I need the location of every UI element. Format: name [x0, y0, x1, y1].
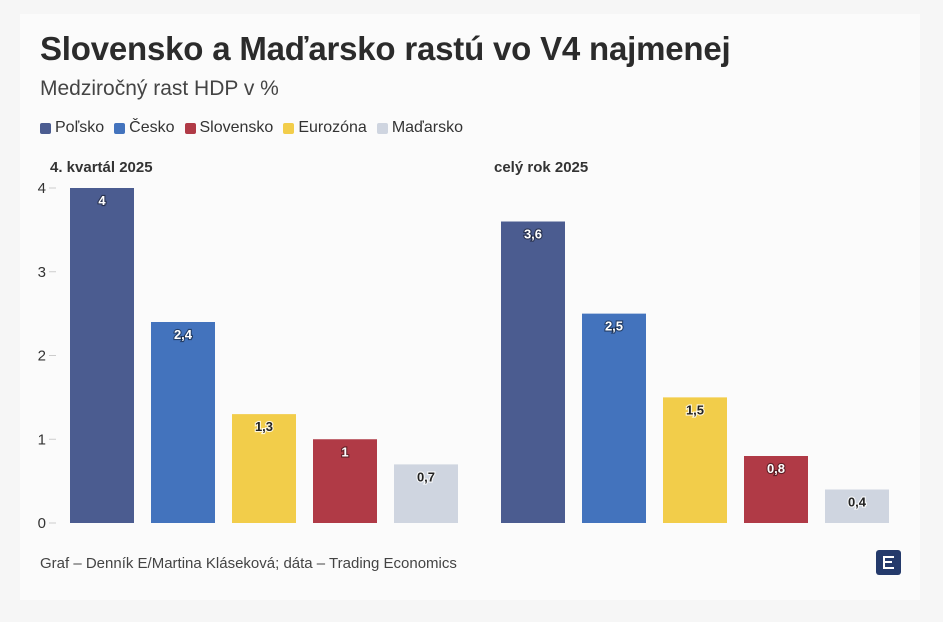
bar-value-label: 1: [341, 444, 348, 459]
bar-value-label: 0,8: [767, 461, 785, 476]
legend-item-polsko[interactable]: Poľsko: [40, 119, 104, 137]
legend-swatch: [40, 122, 51, 134]
panel-title-year: celý rok 2025: [494, 159, 589, 176]
legend-swatch: [114, 122, 126, 134]
y-tick-label: 0: [38, 515, 46, 532]
legend-label: Maďarsko: [391, 119, 464, 136]
bar-value-label: 2,5: [605, 319, 623, 334]
bar-value-label: 1,5: [686, 402, 704, 417]
y-tick-label: 3: [38, 264, 46, 281]
bar-poľsko: [70, 188, 134, 523]
legend-item-eurozona[interactable]: Eurozóna: [283, 119, 367, 137]
legend-swatch: [376, 122, 388, 134]
legend-label: Poľsko: [55, 119, 105, 136]
bar-česko: [151, 322, 215, 523]
source-note: Graf – Denník E/Martina Kláseková; dáta …: [40, 555, 457, 572]
legend-label: Slovensko: [199, 119, 274, 136]
legend-item-madarsko[interactable]: Maďarsko: [376, 119, 464, 137]
bar-value-label: 0,4: [848, 495, 867, 510]
bar-value-label: 4: [98, 193, 106, 208]
legend-swatch: [184, 122, 196, 134]
bar-value-label: 3,6: [524, 227, 542, 242]
legend-item-slovensko[interactable]: Slovensko: [184, 119, 274, 137]
chart-title: Slovensko a Maďarsko rastú vo V4 najmene…: [40, 30, 731, 67]
bar-eurozóna: [663, 397, 727, 523]
y-tick-label: 2: [38, 348, 46, 365]
bar-chart-plot: 0 1 2 3 4 4 2,4 1,3 1 0,7 3,6 2,5 1,5 0,8 0,4: [38, 180, 889, 532]
denník-e-logo-icon: [876, 550, 901, 575]
bar-value-label: 0,7: [417, 469, 435, 484]
bar-česko: [582, 313, 646, 523]
legend-label: Eurozóna: [298, 119, 367, 136]
chart-card: Slovensko a Maďarsko rastú vo V4 najmene…: [20, 14, 920, 600]
bar-slovensko: [744, 456, 808, 523]
bar-value-label: 2,4: [174, 327, 193, 342]
legend-item-cesko[interactable]: Česko: [114, 119, 175, 137]
legend-label: Česko: [129, 119, 175, 136]
legend-swatch: [283, 122, 295, 134]
bar-value-label: 1,3: [255, 419, 273, 434]
panel-title-q4: 4. kvartál 2025: [50, 159, 153, 176]
legend: Poľsko Česko Slovensko Eurozóna Maďarsko: [40, 119, 463, 137]
y-tick-label: 4: [38, 180, 46, 197]
chart-subtitle: Medziročný rast HDP v %: [40, 77, 279, 100]
bar-poľsko: [501, 221, 565, 523]
y-tick-label: 1: [38, 431, 46, 448]
bar-eurozóna: [232, 414, 296, 523]
bar-slovensko: [313, 439, 377, 523]
bar-maďarsko: [394, 464, 458, 523]
bar-maďarsko: [825, 489, 889, 523]
